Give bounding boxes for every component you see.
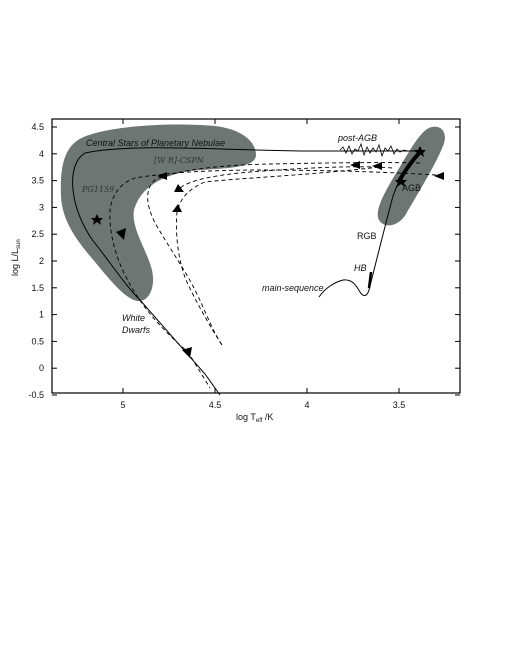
rgb-agb-track xyxy=(318,151,421,298)
arrow-icon xyxy=(157,172,167,180)
pg1159-label: PG1159 xyxy=(81,185,114,194)
post-agb-jagged xyxy=(339,142,415,158)
y-tick-label: 2.5 xyxy=(31,229,44,239)
y-tick-label: 3.5 xyxy=(31,176,44,186)
arrow-icon xyxy=(116,228,126,240)
x-tick-label: 5 xyxy=(120,400,125,410)
cspn-region xyxy=(60,124,257,302)
white-label: White xyxy=(122,313,145,323)
arrow-icon xyxy=(372,162,382,170)
y-tick-label: 1.5 xyxy=(31,283,44,293)
x-tick-label: 4.5 xyxy=(209,400,222,410)
cspn-label: Central Stars of Planetary Nebulae xyxy=(86,138,225,148)
arrow-icon xyxy=(434,172,444,180)
star-marker xyxy=(91,214,103,225)
arrow-icon xyxy=(174,184,184,192)
star-marker xyxy=(414,146,426,157)
rgb-label: RGB xyxy=(357,231,377,241)
y-tick-label: 1 xyxy=(39,310,44,320)
y-tick-label: 4 xyxy=(39,149,44,159)
star-marker xyxy=(395,176,407,187)
y-tick-label: 0 xyxy=(39,363,44,373)
plot-frame xyxy=(51,118,461,394)
agb-label: AGB xyxy=(402,183,421,193)
arrow-icon xyxy=(350,161,360,169)
dwarfs-label: Dwarfs xyxy=(122,325,151,335)
hb-label: HB xyxy=(354,263,367,273)
arrow-icon xyxy=(182,347,192,358)
y-tick-label: 0.5 xyxy=(31,336,44,346)
direction-arrows xyxy=(116,161,444,358)
x-axis-title: log Teff /K xyxy=(236,412,273,424)
y-tick-label: 4.5 xyxy=(31,122,44,132)
main-sequence-label: main-sequence xyxy=(262,283,324,293)
agb-region xyxy=(377,126,445,226)
y-tick-label: 3 xyxy=(39,202,44,212)
hb-thick xyxy=(367,271,373,289)
y-axis-title: log L/Lsun xyxy=(10,239,22,276)
y-tick-label: -0.5 xyxy=(28,390,44,400)
x-tick-label: 3.5 xyxy=(393,400,406,410)
main-track xyxy=(72,147,422,396)
wr-cspn-label: [W R]-CSPN xyxy=(154,156,205,165)
post-agb-label: post-AGB xyxy=(337,133,377,143)
arrow-icon xyxy=(172,204,182,212)
y-tick-label: 2 xyxy=(39,256,44,266)
x-tick-label: 4 xyxy=(304,400,309,410)
